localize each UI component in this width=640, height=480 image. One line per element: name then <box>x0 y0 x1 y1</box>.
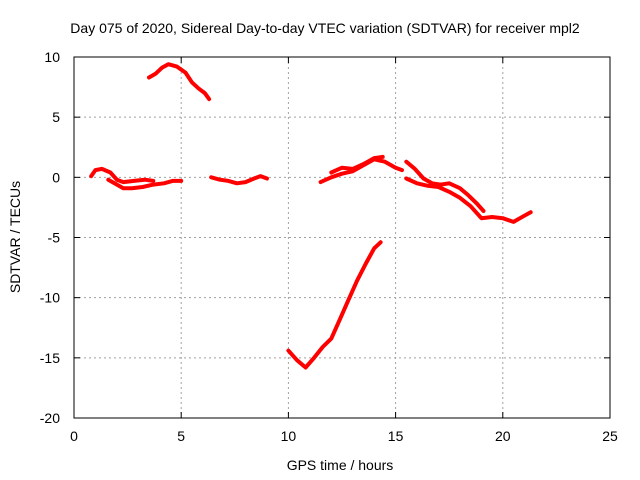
y-tick-label: 0 <box>52 169 60 185</box>
series-arc-7 <box>329 154 385 175</box>
x-tick-label: 20 <box>495 428 511 444</box>
grid-lines <box>74 57 610 418</box>
y-tick-label: -15 <box>40 350 60 366</box>
x-tick-label: 5 <box>177 428 185 444</box>
series-arc-3 <box>147 62 212 102</box>
series-arc-5 <box>286 240 383 370</box>
y-tick-label: 10 <box>44 49 60 65</box>
x-tick-label: 25 <box>602 428 618 444</box>
x-tick-label: 10 <box>281 428 297 444</box>
x-tick-label: 15 <box>388 428 404 444</box>
chart-title: Day 075 of 2020, Sidereal Day-to-day VTE… <box>70 20 580 36</box>
series-arc-8 <box>404 159 486 213</box>
series-group <box>89 62 533 370</box>
series-arc-4 <box>209 174 269 186</box>
series-arc-2 <box>106 177 184 191</box>
y-tick-label: -10 <box>40 290 60 306</box>
y-tick-label: -5 <box>48 230 61 246</box>
y-tick-label: -20 <box>40 410 60 426</box>
x-tick-label: 0 <box>70 428 78 444</box>
axis-ticks: 0 5 10 15 20 25 10 5 0 -5 -10 -15 -20 <box>40 49 618 444</box>
y-axis-title: SDTVAR / TECUs <box>7 181 23 293</box>
y-tick-label: 5 <box>52 109 60 125</box>
series-arc-9 <box>404 176 533 224</box>
x-axis-title: GPS time / hours <box>287 457 394 473</box>
series-arc-1 <box>89 166 156 185</box>
